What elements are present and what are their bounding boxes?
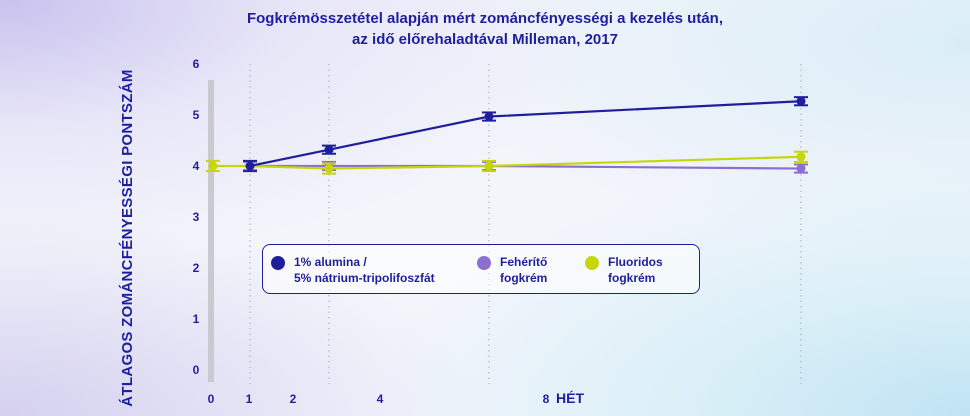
x-tick-2: 2 [290, 392, 297, 406]
chart-title: Fogkrémösszetétel alapján mért zománcfén… [0, 8, 970, 50]
legend-label-whitening-line-1: Fehérítő [500, 255, 548, 269]
series-0-point-2 [484, 112, 494, 122]
legend-swatch-alumina [271, 256, 285, 270]
chart-title-line-2: az idő előrehaladtával Milleman, 2017 [352, 31, 618, 48]
y-tick-labels: 0 1 2 3 4 5 6 [193, 57, 200, 377]
legend-item-alumina: 1% alumina / 5% nátrium-tripolifoszfát [271, 254, 435, 286]
x-tick-labels: 0 1 2 4 8 [208, 392, 550, 406]
legend-label-alumina-line-1: 1% alumina / [294, 255, 367, 269]
legend-swatch-fluoride [585, 256, 599, 270]
series-2-point-4 [796, 152, 806, 162]
legend-item-whitening: Fehérítő fogkrém [477, 254, 547, 286]
x-tick-1: 1 [246, 392, 253, 406]
series-2-point-2 [324, 164, 334, 174]
x-axis-label: HÉT [556, 390, 584, 406]
series-0-line [249, 100, 802, 168]
series-2-point-0 [208, 161, 218, 171]
series-0-point-1 [324, 145, 334, 155]
series-0 [243, 96, 808, 173]
y-tick-4: 4 [193, 159, 200, 173]
y-tick-6: 6 [193, 57, 200, 71]
legend-item-fluoride: Fluoridos fogkrém [585, 254, 663, 286]
y-tick-2: 2 [193, 261, 200, 275]
y-tick-5: 5 [193, 108, 200, 122]
legend-swatch-whitening [477, 256, 491, 270]
x-tick-4: 4 [377, 392, 384, 406]
legend-label-fluoride-line-1: Fluoridos [608, 255, 663, 269]
chart-title-line-1: Fogkrémösszetétel alapján mért zománcfén… [246, 10, 724, 27]
y-tick-0: 0 [193, 363, 200, 377]
series-1-point-3 [796, 164, 806, 174]
y-tick-3: 3 [193, 210, 200, 224]
y-axis-bar [208, 80, 214, 382]
y-axis-label: ÁTLAGOS ZOMÁNCFÉNYESSÉGI PONTSZÁM [119, 69, 136, 407]
y-tick-1: 1 [193, 312, 200, 326]
x-tick-8: 8 [543, 392, 550, 406]
data-series [206, 96, 808, 175]
series-0-point-3 [796, 96, 806, 106]
legend-label-alumina-line-2: 5% nátrium-tripolifoszfát [294, 271, 435, 285]
chart-legend: 1% alumina / 5% nátrium-tripolifoszfát F… [262, 244, 700, 294]
series-2-point-3 [484, 161, 494, 171]
x-tick-0: 0 [208, 392, 215, 406]
series-0-point-0 [245, 161, 255, 171]
grid-lines [249, 64, 802, 384]
series-1-line [250, 164, 802, 170]
series-2 [206, 150, 808, 175]
legend-label-fluoride-line-2: fogkrém [608, 271, 656, 285]
legend-label-whitening-line-2: fogkrém [500, 271, 548, 285]
